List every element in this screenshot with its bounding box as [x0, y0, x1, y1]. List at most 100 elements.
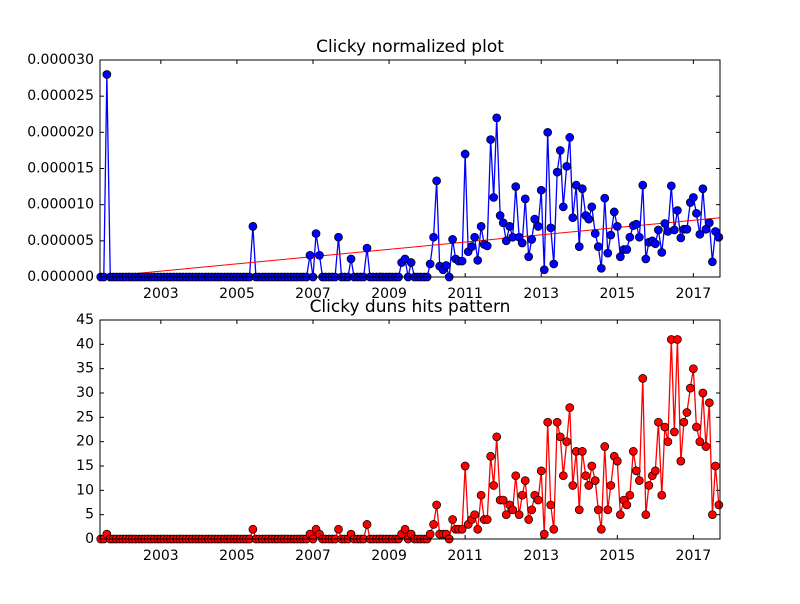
- data-point: [635, 476, 644, 485]
- data-point: [612, 222, 622, 231]
- data-point: [546, 223, 556, 233]
- data-point: [587, 461, 597, 471]
- y-tick-label: 0.000000: [27, 269, 94, 285]
- data-point: [603, 248, 613, 258]
- data-point: [584, 214, 594, 224]
- data-point: [555, 432, 565, 442]
- data-point: [536, 185, 546, 195]
- data-point: [524, 252, 534, 262]
- data-point: [315, 250, 324, 260]
- y-tick-label: 10: [76, 482, 94, 498]
- axes-frame: [99, 59, 721, 278]
- y-tick-label: 40: [76, 336, 94, 352]
- data-point: [622, 500, 632, 510]
- data-point: [334, 232, 343, 242]
- y-tick-label: 20: [76, 434, 94, 450]
- data-point: [346, 254, 356, 264]
- data-point: [498, 495, 508, 505]
- data-point: [470, 510, 480, 520]
- data-point: [584, 481, 594, 490]
- data-point: [593, 505, 603, 515]
- data-point: [441, 261, 451, 270]
- data-point: [574, 242, 584, 251]
- y-tick-label: 0.000015: [27, 161, 94, 177]
- data-point: [511, 182, 521, 191]
- data-point: [549, 524, 559, 534]
- data-point: [689, 364, 698, 374]
- data-point: [708, 257, 717, 267]
- y-tick-label: 0.000020: [27, 124, 94, 140]
- data-point: [600, 193, 610, 203]
- y-tick-label: 45: [76, 312, 94, 328]
- data-point: [692, 422, 701, 432]
- data-point: [429, 232, 438, 242]
- y-tick-label: 0.000030: [27, 52, 94, 68]
- data-point: [334, 524, 343, 534]
- data-point: [470, 232, 480, 242]
- data-point: [660, 219, 670, 228]
- data-point: [476, 490, 486, 500]
- data-point: [612, 456, 622, 466]
- x-tick-label: 2005: [219, 286, 255, 302]
- data-point: [482, 515, 492, 524]
- x-tick-label: 2005: [219, 548, 255, 564]
- data-point: [689, 193, 698, 202]
- data-point: [644, 481, 654, 490]
- data-point: [473, 256, 483, 265]
- data-point: [596, 524, 606, 534]
- y-tick-label: 15: [76, 458, 94, 474]
- data-point: [362, 520, 372, 529]
- data-point: [577, 447, 587, 456]
- data-point: [657, 248, 667, 257]
- data-point: [577, 184, 587, 194]
- data-point: [457, 256, 467, 266]
- data-point: [631, 219, 641, 229]
- data-point: [527, 235, 537, 244]
- data-point: [657, 490, 667, 500]
- x-tick-label: 2013: [523, 548, 559, 564]
- data-point: [587, 202, 597, 212]
- data-point: [711, 461, 720, 471]
- data-point: [638, 180, 648, 190]
- x-tick-label: 2007: [295, 548, 331, 564]
- data-point: [501, 236, 511, 246]
- data-point: [615, 252, 625, 262]
- data-point: [692, 209, 701, 218]
- data-point: [486, 135, 495, 144]
- x-tick-label: 2011: [447, 548, 483, 564]
- x-tick-label: 2013: [523, 286, 559, 302]
- data-point: [467, 242, 476, 251]
- subplot: Clicky duns hits pattern 0 5 10 15 20 25 30 35 40…: [76, 297, 724, 564]
- data-point: [555, 146, 565, 155]
- data-point: [695, 229, 705, 239]
- y-tick-label: 25: [76, 409, 94, 425]
- data-point: [590, 229, 600, 238]
- data-point: [305, 250, 315, 260]
- axes-frame: [99, 319, 721, 540]
- x-tick-label: 2017: [676, 286, 712, 302]
- data-point: [603, 505, 613, 515]
- data-point: [530, 214, 540, 224]
- x-tick-label: 2015: [599, 286, 635, 302]
- data-point: [596, 263, 606, 273]
- data-point: [533, 495, 543, 505]
- data-point: [593, 242, 603, 251]
- data-point: [517, 490, 527, 500]
- y-tick-label: 0.000010: [27, 197, 94, 213]
- subplot: Clicky normalized plot 0.000000 0.000005 0.…: [27, 37, 724, 302]
- y-tick-label: 35: [76, 361, 94, 377]
- data-point: [676, 456, 686, 466]
- data-point: [400, 524, 410, 534]
- data-point: [635, 232, 644, 242]
- data-point: [501, 510, 511, 520]
- data-point: [520, 476, 530, 485]
- y-tick-label: 0: [85, 531, 94, 547]
- data-point: [682, 224, 692, 234]
- data-point: [660, 422, 670, 432]
- data-point: [448, 515, 457, 524]
- data-point: [248, 524, 258, 534]
- data-point: [482, 241, 492, 251]
- data-point: [492, 113, 502, 123]
- x-tick-label: 2003: [143, 548, 179, 564]
- data-point: [549, 259, 559, 269]
